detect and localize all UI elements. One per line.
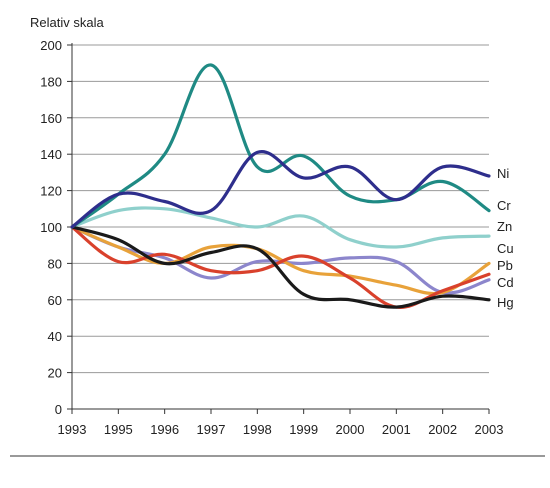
series-label-cu: Cu [497, 241, 514, 256]
series-label-cr: Cr [497, 198, 511, 213]
x-tick-label: 1995 [104, 422, 133, 437]
y-tick-label: 140 [40, 147, 62, 162]
series-line-pb [70, 225, 491, 309]
series-label-hg: Hg [497, 295, 514, 310]
y-tick-labels: 0 20 40 60 80 100 120 140 160 180 200 [40, 38, 62, 417]
y-tick-label: 200 [40, 38, 62, 53]
series-lines [70, 63, 491, 309]
series-label-pb: Pb [497, 258, 513, 273]
y-tick-label: 60 [48, 293, 62, 308]
x-tick-label: 2002 [428, 422, 457, 437]
y-axis-label: Relativ skala [30, 15, 104, 30]
series-label-zn: Zn [497, 219, 512, 234]
x-tick-label: 1993 [58, 422, 87, 437]
x-tick-label: 1997 [197, 422, 226, 437]
y-tick-label: 80 [48, 256, 62, 271]
axes [71, 43, 490, 414]
x-tick-label: 1998 [243, 422, 272, 437]
series-label-cd: Cd [497, 275, 514, 290]
y-tick-label: 160 [40, 111, 62, 126]
x-tick-label: 2003 [475, 422, 504, 437]
x-tick-labels: 1993 1995 1996 1997 1998 1999 2000 2001 2002 2003 [58, 422, 504, 437]
x-tick-label: 2001 [382, 422, 411, 437]
y-tick-label: 180 [40, 74, 62, 89]
y-tick-label: 120 [40, 184, 62, 199]
x-tick-label: 2000 [336, 422, 365, 437]
series-line-zn [70, 206, 491, 249]
y-tick-label: 40 [48, 329, 62, 344]
x-tick-label: 1996 [150, 422, 179, 437]
series-line-hg [70, 225, 491, 309]
series-label-ni: Ni [497, 166, 509, 181]
gridlines [67, 44, 489, 410]
y-tick-label: 100 [40, 220, 62, 235]
y-tick-label: 20 [48, 366, 62, 381]
series-labels: Ni Cr Zn Cu Pb Cd Hg [497, 166, 514, 310]
x-tick-label: 1999 [289, 422, 318, 437]
series-line-cr [70, 63, 491, 229]
y-tick-label: 0 [55, 402, 62, 417]
series-line-ni [70, 150, 491, 229]
